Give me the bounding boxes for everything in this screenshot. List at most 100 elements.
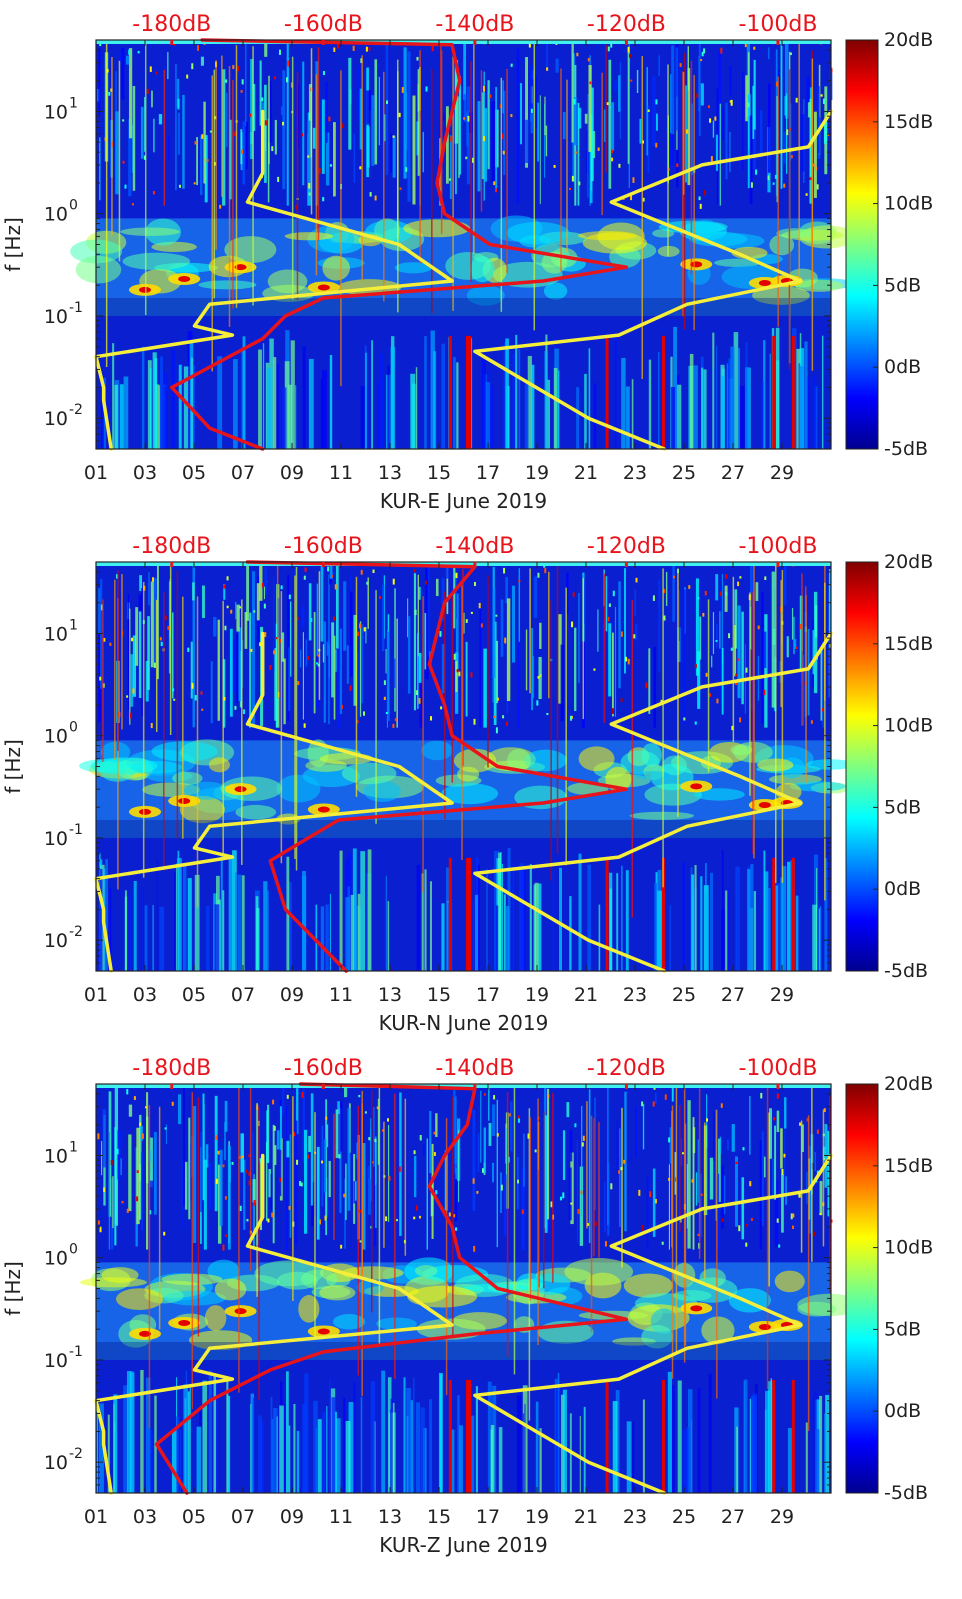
spectrogram-cell [752, 1393, 757, 1493]
spectrogram-cell [607, 616, 610, 622]
spectrogram-cell [449, 135, 452, 200]
spectrogram-cell [745, 667, 748, 673]
spectrogram-cell [501, 133, 504, 140]
spectrogram-cell [694, 865, 697, 971]
spectrogram-cell [598, 904, 601, 971]
spectrogram-cell [481, 1168, 484, 1173]
spectrogram-cell [611, 149, 614, 154]
spectrogram-cell [698, 196, 701, 201]
spectrogram-cell [455, 1167, 458, 1180]
spectrogram-cell [696, 93, 699, 98]
spectrogram-cell [453, 566, 456, 629]
spectrogram-cell [407, 598, 409, 638]
spectrogram-cell [246, 564, 249, 621]
spectrogram-cell [142, 890, 144, 971]
spectrogram-cell [155, 599, 158, 732]
spectrogram-cell [394, 588, 396, 712]
spectrogram-cell [721, 107, 725, 141]
spectrogram-cell [385, 711, 388, 715]
spectrogram-cell [413, 1150, 416, 1155]
spectrogram-cell [367, 577, 369, 629]
spectrogram-cell [101, 385, 104, 449]
spectrogram-cell [279, 1106, 282, 1150]
spectrogram-cell [294, 385, 297, 449]
spectrogram-cell [377, 381, 379, 449]
spectrogram-cell [715, 346, 718, 449]
spectrogram-cell [179, 1430, 181, 1493]
spectrogram-cell [742, 1147, 745, 1151]
spectrogram-cell [477, 1133, 480, 1173]
spectrogram-cell [335, 649, 337, 672]
spectrogram-cell [816, 1129, 819, 1134]
spectrogram-cell [715, 574, 719, 601]
spectrogram-cell [655, 99, 658, 105]
spectrogram-cell [502, 715, 505, 719]
x-tick-label: 25 [672, 1506, 696, 1528]
spectrogram-cell [808, 384, 811, 449]
spectrogram-cell [749, 1398, 752, 1493]
spectrogram-cell [378, 596, 381, 599]
spectrogram-cell [682, 71, 684, 317]
spectrogram-cell [802, 654, 805, 726]
spectrogram-cell [538, 1121, 540, 1288]
spectrogram-cell [559, 867, 562, 971]
x-tick-label: 27 [721, 462, 745, 484]
spectrogram-cell [141, 1152, 144, 1231]
spectrogram-cell [415, 367, 418, 449]
spectrogram-cell [500, 1172, 502, 1214]
y-tick-label: 10 [44, 101, 68, 123]
spectrogram-cell [669, 1127, 672, 1164]
spectrogram-cell [691, 1179, 694, 1183]
spectrogram-cell [717, 1173, 720, 1250]
spectrogram-cell [221, 890, 225, 971]
spectrogram-cell [151, 90, 153, 108]
spectrogram-cell [357, 1105, 360, 1376]
spectrogram-cell [670, 103, 673, 170]
spectrogram-cell [305, 639, 308, 667]
spectrogram-cell [515, 334, 518, 449]
spectrogram-cell [445, 566, 449, 579]
noise-model-high-curve [473, 631, 833, 973]
spectrogram-cell [753, 59, 756, 130]
spectrogram-cell [451, 1429, 455, 1493]
spectrogram-cell [424, 869, 427, 971]
spectrogram-cell [791, 1379, 795, 1493]
spectrogram-cell [371, 1161, 374, 1164]
spectrogram-cell [479, 604, 482, 728]
spectrogram-cell [516, 48, 520, 204]
spectrogram-cell [616, 873, 619, 971]
spectrogram-cell [737, 605, 741, 699]
spectrogram-cell [130, 654, 134, 707]
spectrogram-cell [767, 1381, 773, 1493]
spectrogram-cell [667, 167, 670, 171]
colorbar [845, 39, 879, 450]
x-tick-label: 13 [378, 984, 402, 1006]
spectrogram-cell [445, 106, 449, 184]
spectrogram-cell [675, 47, 679, 131]
y-tick-exponent: -2 [69, 924, 83, 940]
spectrogram-cell [97, 1133, 100, 1140]
colorbar-label: -5dB [884, 960, 928, 982]
spectrogram-cell [735, 1156, 738, 1227]
spectrogram-cell [200, 691, 203, 695]
spectrogram-cell [597, 147, 600, 151]
spectrogram-cell [480, 623, 483, 628]
spectrogram-cell [453, 357, 456, 449]
spectrogram-cell [433, 1152, 436, 1156]
spectrogram-cell [560, 644, 564, 722]
spectrogram-cell [183, 366, 189, 449]
spectrogram-cell [117, 1130, 121, 1180]
spectrogram-cell [154, 1131, 157, 1215]
spectrogram-cell [433, 1131, 436, 1135]
spectrogram-cell [340, 704, 343, 710]
spectrogram-cell [413, 1155, 417, 1198]
spectrogram-cell [772, 1379, 776, 1493]
spectrogram-cell [245, 121, 248, 170]
spectrogram-cell [818, 908, 821, 971]
spectrogram-cell [274, 119, 277, 155]
spectrogram-cell [327, 566, 330, 572]
spectrogram-cell [709, 693, 712, 697]
spectrogram-cell [263, 881, 268, 971]
spectrogram-cell [741, 611, 744, 705]
x-axis-label: KUR-E June 2019 [380, 489, 547, 513]
